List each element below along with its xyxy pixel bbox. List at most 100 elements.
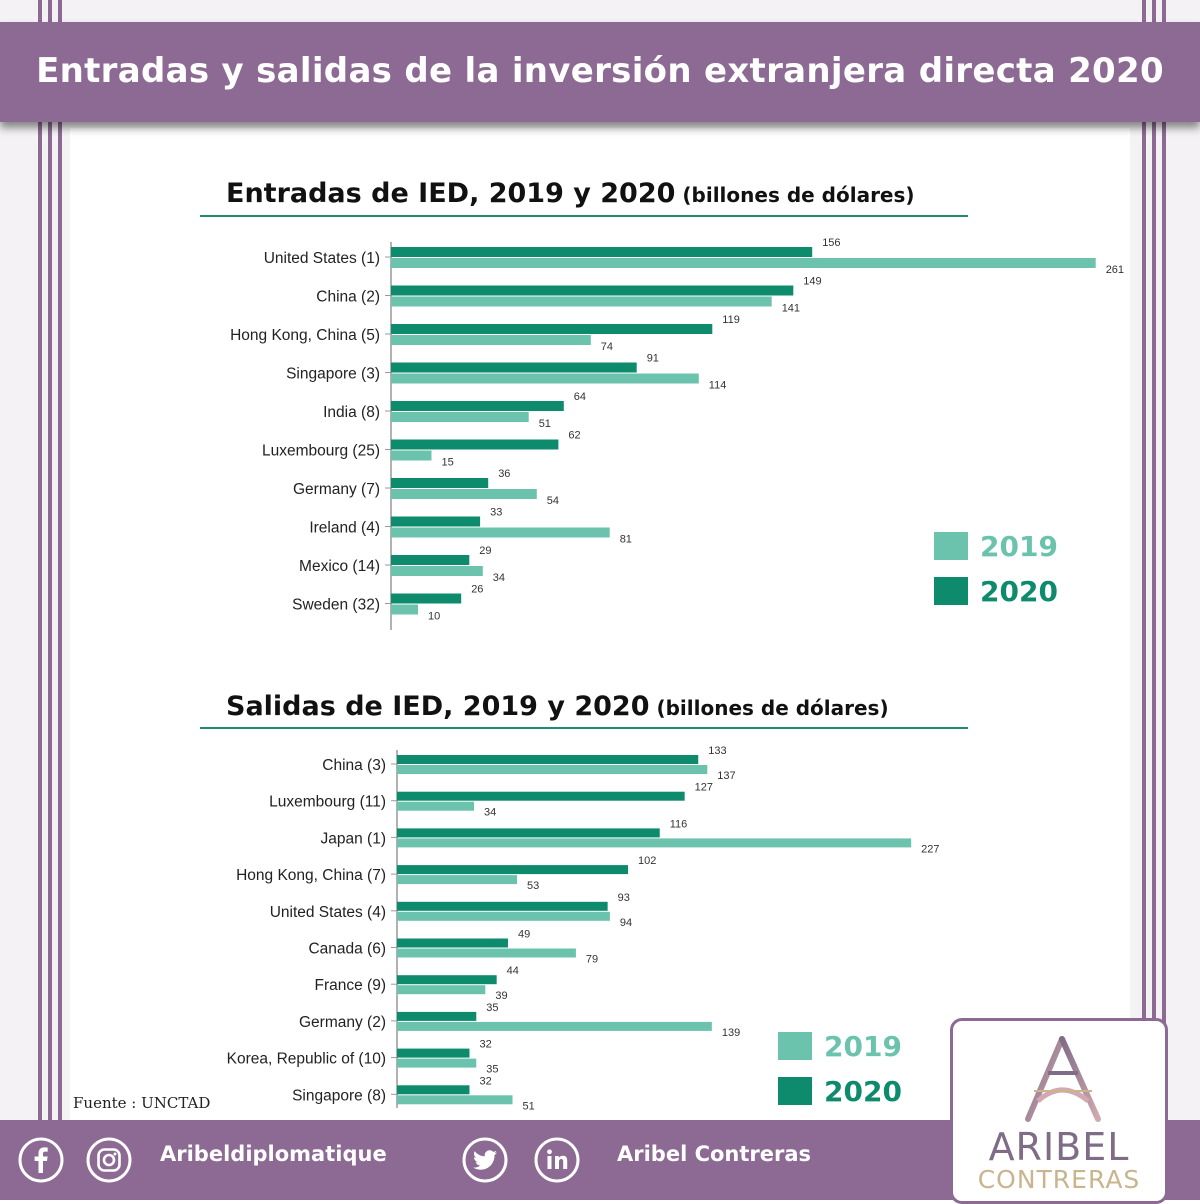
value-label-2020: 102 — [638, 855, 656, 867]
brand-logo: ARIBEL CONTRERAS — [950, 1018, 1168, 1204]
twitter-icon[interactable] — [460, 1135, 510, 1185]
legend-label-2019: 2019 — [980, 530, 1058, 563]
category-label: Ireland (4) — [309, 520, 380, 537]
logo-name: ARIBEL — [988, 1125, 1130, 1169]
outflows-chart: Salidas de IED, 2019 y 2020 (billones de… — [200, 691, 968, 1112]
value-label-2020: 32 — [479, 1075, 491, 1087]
category-label: Luxembourg (25) — [262, 443, 380, 460]
decorative-line — [1162, 0, 1166, 1200]
value-label-2020: 127 — [695, 782, 713, 794]
category-label: Japan (1) — [321, 830, 386, 847]
value-label-2020: 62 — [568, 430, 580, 442]
bar-2020 — [391, 478, 489, 488]
bar-2020 — [391, 362, 637, 373]
value-label-2020: 93 — [618, 892, 630, 904]
value-label-2020: 26 — [471, 584, 483, 596]
bar-2019 — [391, 296, 772, 307]
instagram-icon[interactable] — [84, 1135, 134, 1185]
value-label-2019: 74 — [601, 341, 613, 353]
bar-2019 — [391, 258, 1096, 268]
category-label: France (9) — [315, 977, 387, 994]
category-label: China (3) — [322, 757, 386, 774]
bar-2019 — [397, 911, 610, 921]
bar-2020 — [397, 865, 629, 875]
value-label-2019: 10 — [428, 611, 440, 623]
category-label: United States (4) — [270, 904, 386, 921]
bar-2020 — [391, 324, 713, 334]
category-label: Luxembourg (11) — [269, 794, 386, 811]
bar-2019 — [397, 1058, 477, 1068]
bar-2020 — [397, 1011, 477, 1021]
value-label-2020: 119 — [722, 314, 740, 326]
bar-2020 — [391, 593, 462, 604]
legend-label-2019: 2019 — [824, 1030, 902, 1063]
social-name[interactable]: Aribel Contreras — [617, 1142, 812, 1166]
value-label-2019: 34 — [493, 572, 505, 584]
chart-title-text: Entradas de IED, 2019 y 2020 — [226, 178, 675, 209]
decorative-line — [38, 0, 42, 1200]
linkedin-icon[interactable] — [532, 1135, 582, 1185]
value-label-2020: 156 — [822, 237, 840, 249]
bar-2020 — [391, 439, 559, 450]
bar-2020 — [391, 401, 564, 411]
source-note: Fuente : UNCTAD — [73, 1094, 211, 1112]
bar-2019 — [391, 566, 483, 576]
category-label: United States (1) — [264, 250, 380, 267]
category-label: Hong Kong, China (7) — [236, 867, 386, 884]
bar-2020 — [397, 975, 497, 985]
value-label-2020: 44 — [507, 965, 519, 977]
value-label-2020: 149 — [803, 276, 821, 288]
chart-title: Entradas de IED, 2019 y 2020 (billones d… — [226, 178, 915, 209]
category-label: Canada (6) — [308, 941, 386, 958]
eiffel-tower-icon — [1025, 1036, 1101, 1122]
value-label-2020: 64 — [574, 391, 586, 403]
value-label-2020: 91 — [647, 353, 659, 365]
category-label: Sweden (32) — [292, 597, 380, 614]
bar-2020 — [391, 555, 470, 565]
bar-2020 — [397, 1085, 470, 1095]
bar-2019 — [391, 450, 432, 461]
page-title: Entradas y salidas de la inversión extra… — [36, 51, 1164, 91]
value-label-2019: 114 — [709, 380, 727, 392]
category-label: Germany (2) — [299, 1014, 386, 1031]
decorative-line — [1142, 0, 1146, 1200]
value-label-2019: 54 — [547, 495, 559, 507]
social-handle[interactable]: Aribeldiplomatique — [160, 1142, 387, 1166]
value-label-2020: 133 — [708, 745, 726, 757]
bar-2019 — [391, 604, 418, 615]
bar-2019 — [397, 1095, 513, 1105]
category-label: China (2) — [316, 289, 380, 306]
chart-title-text: Salidas de IED, 2019 y 2020 — [226, 691, 649, 722]
bar-2020 — [391, 516, 481, 527]
bar-2020 — [397, 901, 608, 911]
bar-2019 — [397, 765, 708, 774]
value-label-2019: 15 — [442, 457, 454, 469]
chart-subtitle: (billones de dólares) — [649, 696, 888, 720]
value-label-2020: 33 — [490, 507, 502, 519]
value-label-2019: 261 — [1106, 264, 1124, 276]
value-label-2019: 227 — [921, 843, 939, 855]
category-label: Korea, Republic of (10) — [227, 1051, 386, 1068]
bar-2019 — [397, 838, 912, 848]
inflows-chart: Entradas de IED, 2019 y 2020 (billones d… — [200, 178, 1124, 630]
legend-label-2020: 2020 — [980, 575, 1058, 608]
bar-2019 — [391, 373, 699, 384]
bar-2019 — [397, 801, 475, 811]
category-label: Mexico (14) — [299, 558, 380, 575]
bar-2019 — [391, 527, 610, 538]
facebook-icon[interactable] — [16, 1135, 66, 1185]
value-label-2019: 51 — [539, 418, 551, 430]
bar-2019 — [397, 948, 576, 958]
value-label-2019: 139 — [722, 1027, 740, 1039]
value-label-2020: 35 — [486, 1002, 498, 1014]
legend-swatch-2019 — [778, 1032, 812, 1060]
value-label-2019: 94 — [620, 917, 632, 929]
bar-2020 — [391, 285, 794, 296]
category-label: India (8) — [323, 404, 380, 421]
chart-title: Salidas de IED, 2019 y 2020 (billones de… — [226, 691, 889, 722]
legend-swatch-2019 — [934, 532, 968, 560]
bar-2019 — [397, 1021, 712, 1031]
value-label-2020: 116 — [670, 818, 688, 830]
value-label-2020: 29 — [479, 545, 491, 557]
bar-2019 — [391, 489, 537, 499]
